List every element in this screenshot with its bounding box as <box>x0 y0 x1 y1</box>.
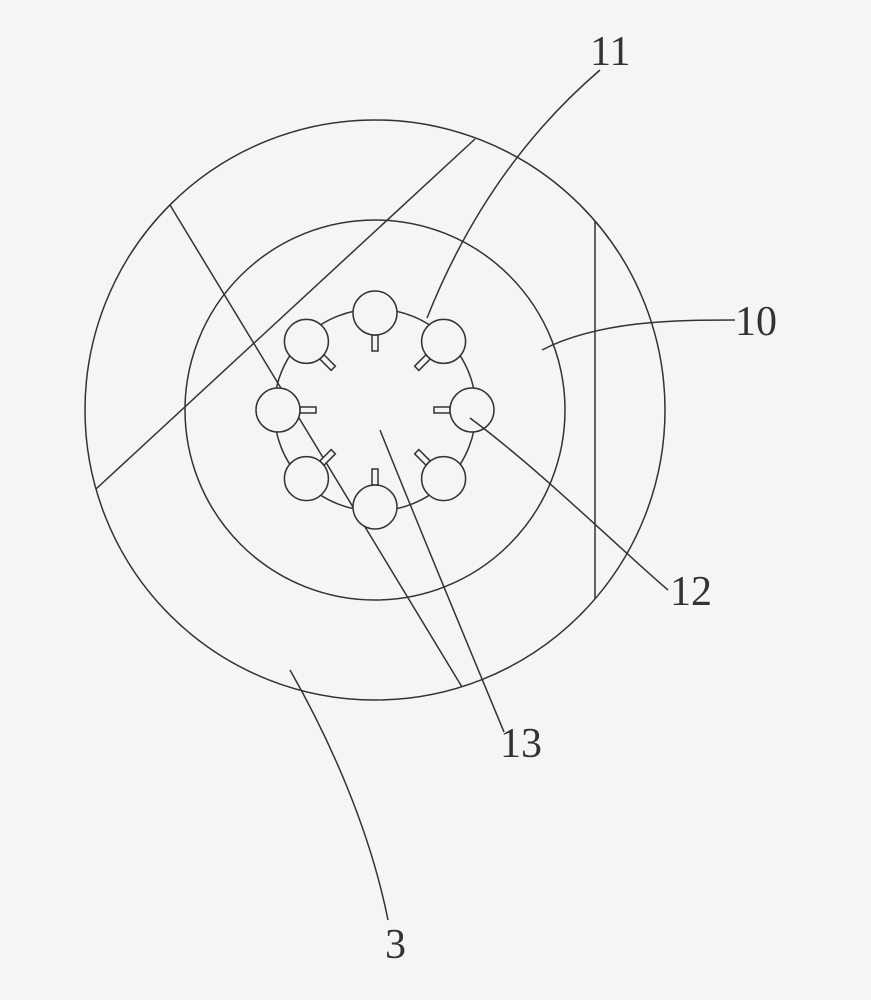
label-12: 12 <box>670 569 712 615</box>
ball-3 <box>422 457 466 501</box>
label-3: 3 <box>385 922 406 968</box>
ball-6 <box>256 388 300 432</box>
label-10: 10 <box>735 299 777 345</box>
ball-7 <box>284 319 328 363</box>
leader-3 <box>290 670 388 920</box>
chord-lines <box>96 139 595 687</box>
chord-line-0 <box>170 205 462 687</box>
label-11: 11 <box>590 29 630 75</box>
ball-2 <box>450 388 494 432</box>
ball-5 <box>284 457 328 501</box>
ball-peg-0 <box>372 335 378 351</box>
leader-12 <box>470 418 668 590</box>
chord-line-2 <box>96 139 475 489</box>
leader-10 <box>542 320 735 350</box>
mechanical-diagram: 11 10 12 13 3 <box>0 0 871 1000</box>
ball-1 <box>422 319 466 363</box>
ball-peg-2 <box>434 407 450 413</box>
ball-ring <box>256 291 494 529</box>
ball-peg-6 <box>300 407 316 413</box>
label-13: 13 <box>500 721 542 767</box>
ball-0 <box>353 291 397 335</box>
ball-peg-4 <box>372 469 378 485</box>
ball-4 <box>353 485 397 529</box>
